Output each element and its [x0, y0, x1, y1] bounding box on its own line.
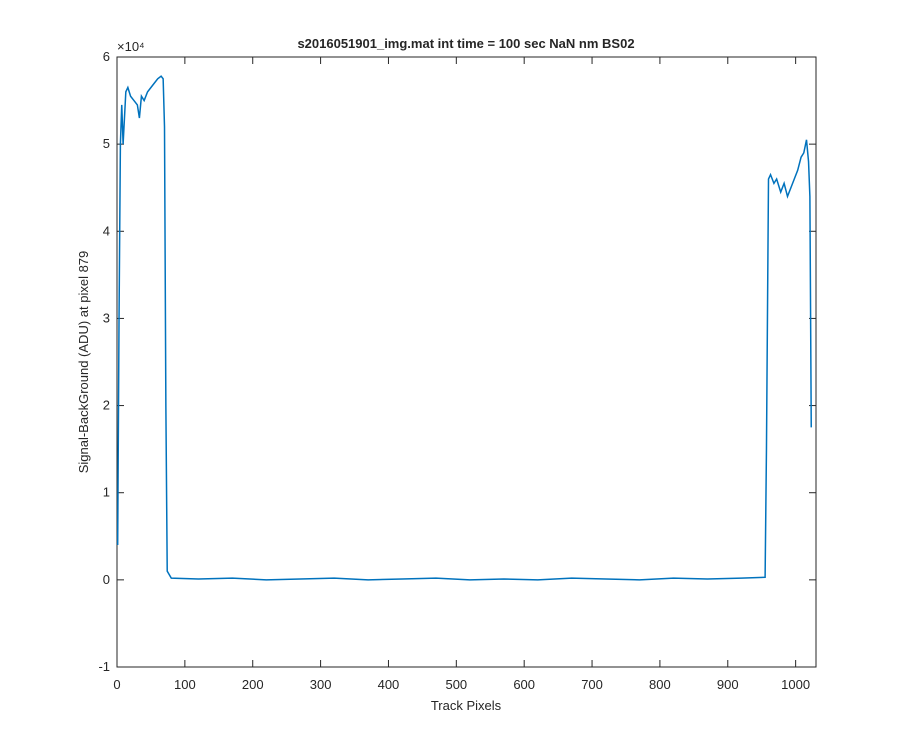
x-tick-label: 800 — [649, 677, 671, 692]
x-tick-label: 0 — [113, 677, 120, 692]
y-exponent: ×10⁴ — [117, 39, 145, 54]
y-tick-label: 0 — [103, 572, 110, 587]
x-tick-label: 500 — [445, 677, 467, 692]
x-tick-label: 600 — [513, 677, 535, 692]
x-tick-label: 700 — [581, 677, 603, 692]
y-tick-label: -1 — [98, 659, 110, 674]
x-tick-label: 200 — [242, 677, 264, 692]
x-tick-label: 300 — [310, 677, 332, 692]
x-tick-label: 1000 — [781, 677, 810, 692]
y-tick-label: 2 — [103, 398, 110, 413]
y-tick-label: 4 — [103, 223, 110, 238]
plot-area — [116, 56, 817, 668]
x-tick-label: 400 — [378, 677, 400, 692]
y-tick-label: 3 — [103, 310, 110, 325]
y-tick-label: 5 — [103, 136, 110, 151]
y-tick-label: 1 — [103, 485, 110, 500]
x-tick-label: 100 — [174, 677, 196, 692]
y-tick-label: 6 — [103, 49, 110, 64]
y-axis-label: Signal-BackGround (ADU) at pixel 879 — [76, 251, 91, 474]
x-tick-label: 900 — [717, 677, 739, 692]
x-axis-label: Track Pixels — [431, 698, 502, 713]
data-line — [116, 75, 812, 581]
chart-title: s2016051901_img.mat int time = 100 sec N… — [297, 36, 634, 51]
